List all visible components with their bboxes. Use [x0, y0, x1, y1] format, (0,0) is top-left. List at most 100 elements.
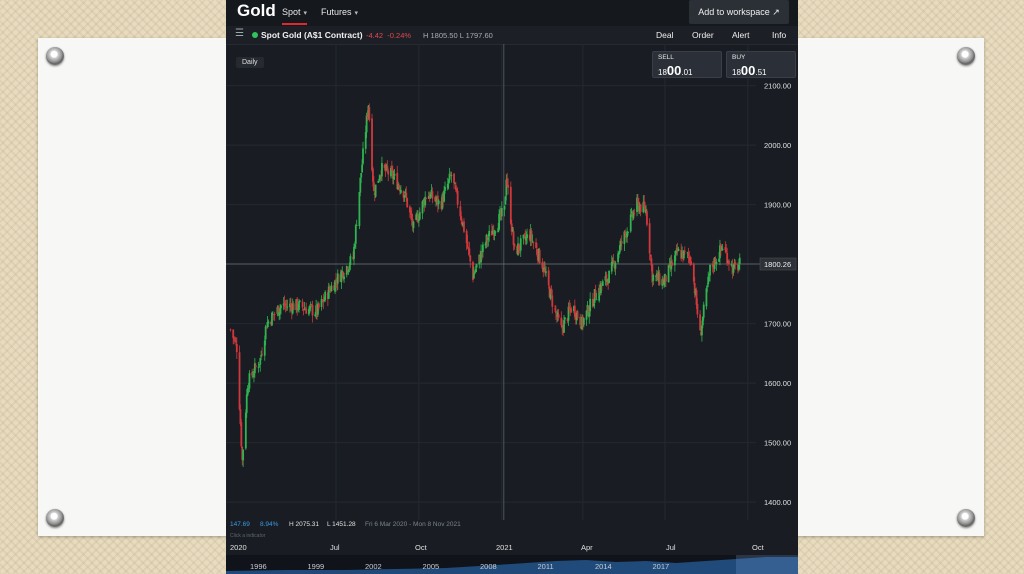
- candle-body: [271, 312, 273, 326]
- candle-body: [302, 309, 305, 310]
- candle-body: [365, 115, 368, 133]
- candle-body: [428, 194, 431, 200]
- candle-body: [360, 173, 363, 178]
- candle-body: [600, 284, 603, 286]
- candle-body: [317, 303, 320, 308]
- candle-body: [310, 304, 313, 306]
- candle-body: [726, 252, 729, 264]
- candle-body: [701, 316, 704, 326]
- price-chart[interactable]: 2100.002000.001900.001800.001700.001600.…: [226, 44, 798, 520]
- candle-body: [589, 298, 592, 312]
- candle-body: [676, 247, 679, 252]
- deal-button[interactable]: Deal: [656, 30, 674, 40]
- candle-body: [585, 310, 588, 320]
- candle-body: [364, 132, 367, 149]
- candle-body: [549, 289, 552, 299]
- pin-top-left: [46, 47, 64, 65]
- candle-body: [239, 409, 242, 424]
- sell-button[interactable]: SELL 1800.01: [652, 51, 722, 78]
- candle-body: [667, 265, 670, 283]
- candle-body: [673, 255, 676, 266]
- candle-body: [568, 306, 571, 310]
- candles: [229, 103, 741, 467]
- order-button[interactable]: Order: [692, 30, 714, 40]
- sell-label: SELL: [658, 54, 674, 61]
- candle-body: [706, 285, 709, 287]
- candle-body: [390, 167, 392, 177]
- candle-body: [655, 275, 657, 277]
- candle-body: [283, 301, 286, 307]
- candle-body: [387, 170, 390, 175]
- candle-body: [266, 322, 269, 328]
- candle-body: [689, 256, 692, 262]
- candle-body: [611, 260, 614, 264]
- candle-body: [412, 221, 415, 229]
- candle-body: [604, 276, 607, 281]
- candle-body: [347, 269, 350, 272]
- candle-body: [525, 236, 528, 241]
- tab-futures[interactable]: Futures ▾: [321, 7, 358, 17]
- candle-body: [561, 324, 564, 329]
- candle-body: [473, 272, 476, 274]
- candle-body: [606, 279, 609, 283]
- candle-body: [446, 183, 449, 189]
- candle-body: [408, 206, 411, 213]
- candle-body: [333, 285, 336, 291]
- candle-body: [392, 176, 395, 180]
- stat-range: Fri 6 Mar 2020 - Mon 8 Nov 2021: [365, 521, 461, 528]
- candle-body: [484, 243, 487, 246]
- candle-body: [295, 299, 298, 311]
- candle-body: [240, 422, 243, 447]
- candle-body: [674, 250, 677, 256]
- buy-button[interactable]: BUY 1800.51: [726, 51, 796, 78]
- candle-body: [421, 201, 424, 214]
- candle-body: [555, 314, 558, 318]
- candle-body: [361, 164, 364, 173]
- candle-body: [405, 192, 408, 198]
- candle-body: [481, 252, 483, 254]
- add-to-workspace-button[interactable]: Add to workspace ↗: [689, 0, 789, 24]
- candle-body: [545, 271, 547, 273]
- alert-button[interactable]: Alert: [732, 30, 750, 40]
- candle-body: [526, 234, 528, 239]
- candle-body: [737, 264, 739, 271]
- candle-body: [504, 196, 507, 205]
- candle-body: [556, 312, 559, 317]
- candle-body: [315, 305, 318, 314]
- candle-body: [341, 271, 344, 274]
- price-change: -4.42 -0.24%: [366, 31, 412, 40]
- candle-body: [651, 264, 654, 283]
- candle-body: [696, 303, 699, 315]
- candle-body: [358, 191, 361, 226]
- candle-body: [719, 244, 722, 250]
- menu-icon[interactable]: ☰: [235, 28, 244, 39]
- y-tick-label: 1500.00: [764, 439, 791, 448]
- x-tick-label: Oct: [415, 543, 427, 552]
- candle-body: [442, 195, 445, 203]
- candle-body: [475, 264, 478, 268]
- candle-body: [441, 194, 444, 209]
- candle-body: [494, 231, 497, 233]
- candle-body: [397, 184, 400, 190]
- candle-body: [474, 269, 477, 272]
- candle-body: [314, 314, 317, 317]
- candle-body: [406, 198, 409, 208]
- timeframe-selector[interactable]: Daily: [236, 57, 264, 68]
- candle-body: [348, 265, 351, 269]
- candle-body: [575, 312, 578, 321]
- tab-spot[interactable]: Spot ▾: [282, 7, 307, 17]
- candle-body: [417, 215, 419, 223]
- x-tick-label: Oct: [752, 543, 764, 552]
- candle-body: [359, 177, 362, 193]
- navigator[interactable]: 1996 1999 2002 2005 2008 2011 2014 2017: [226, 555, 798, 574]
- candle-body: [330, 285, 333, 292]
- candle-body: [663, 280, 665, 286]
- info-button[interactable]: Info: [772, 30, 787, 40]
- candle-body: [461, 221, 464, 225]
- candle-body: [343, 276, 345, 280]
- candle-body: [383, 164, 386, 169]
- candle-body: [335, 279, 337, 282]
- candle-body: [618, 252, 620, 255]
- candle-body: [267, 321, 270, 324]
- candle-body: [353, 244, 356, 247]
